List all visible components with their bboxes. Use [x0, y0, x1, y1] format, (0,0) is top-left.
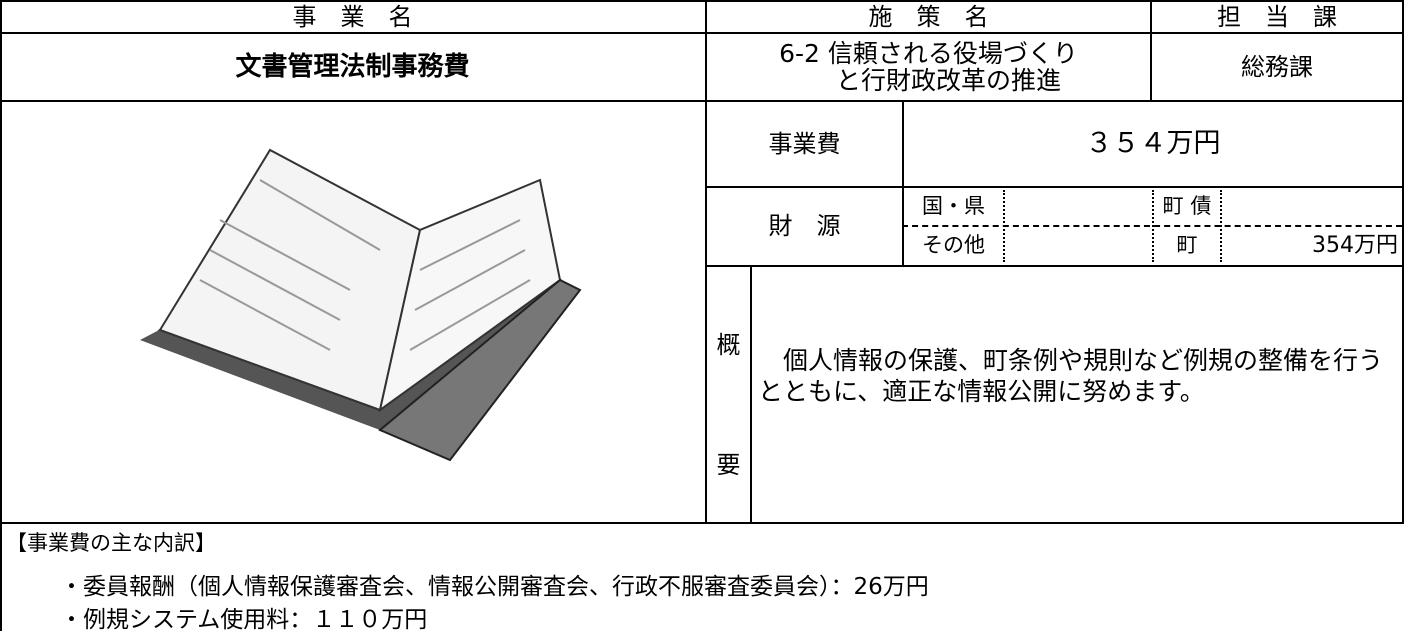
- summary-text: 個人情報の保護、町条例や規則など例規の整備を行うとともに、適正な情報公開に努めま…: [758, 346, 1384, 407]
- border: [902, 100, 904, 265]
- header-cell: 施 策 名: [868, 2, 989, 31]
- book-illustration: [140, 148, 582, 462]
- budget-label: 事業費: [768, 129, 841, 158]
- dotted-line: [1220, 190, 1222, 262]
- dotted-line: [1152, 190, 1154, 262]
- project-name: 文書管理法制事務費: [235, 51, 470, 82]
- policy: 6-2 信頼される役場づくり と行財政改革の推進: [707, 34, 1150, 100]
- funding-amount: 354万円: [1312, 232, 1398, 258]
- border: [1402, 0, 1404, 523]
- border: [0, 100, 1404, 102]
- border: [1150, 0, 1152, 100]
- budget-amount: ３５４万円: [1085, 128, 1221, 160]
- summary-label: 要: [716, 450, 741, 479]
- border: [750, 265, 752, 523]
- dotted-line: [1003, 190, 1005, 262]
- border: [0, 0, 2, 631]
- funding-source: 国・県: [922, 193, 985, 218]
- policy-line: 6-2 信頼される役場づくり: [779, 38, 1078, 68]
- summary-label: 概: [716, 330, 741, 359]
- header-cell: 事 業 名: [292, 2, 413, 31]
- breakdown-title: 【事業費の主な内訳】: [6, 531, 216, 555]
- border: [705, 0, 707, 523]
- header-cell: 担 当 課: [1217, 2, 1337, 31]
- funding-label: 財 源: [768, 212, 841, 241]
- breakdown-item: ・例規システム使用料：１１０万円: [60, 607, 428, 633]
- border: [705, 265, 1404, 267]
- funding-source: 町: [1176, 233, 1198, 258]
- border: [0, 32, 1404, 34]
- department: 総務課: [1241, 52, 1313, 81]
- border: [705, 186, 1404, 188]
- border: [0, 0, 1404, 2]
- breakdown-item: ・委員報酬（個人情報保護審査会、情報公開審査会、行政不服審査委員会）：26万円: [60, 574, 929, 600]
- funding-source: その他: [922, 233, 985, 258]
- funding-source: 町 債: [1162, 193, 1212, 218]
- policy-line: と行財政改革の推進: [835, 66, 1061, 95]
- border: [0, 522, 1404, 524]
